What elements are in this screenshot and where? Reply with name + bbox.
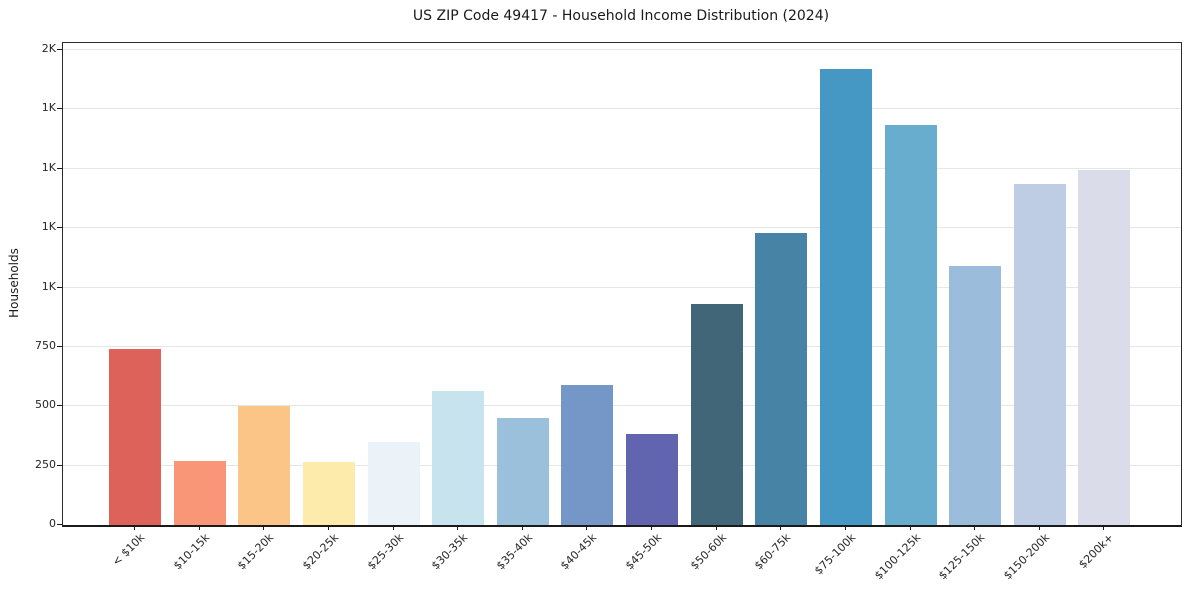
x-tick-mark bbox=[715, 525, 717, 530]
bar-$30-35k bbox=[432, 390, 485, 525]
y-tick-label: 500 bbox=[35, 398, 56, 412]
y-tick-mark bbox=[57, 227, 62, 229]
gridline bbox=[63, 286, 1181, 288]
x-tick-mark bbox=[198, 525, 200, 530]
y-tick-label: 2K bbox=[41, 42, 56, 56]
y-tick-mark bbox=[57, 405, 62, 407]
bar-$20-25k bbox=[302, 462, 355, 525]
x-tick-mark bbox=[392, 525, 394, 530]
plot-area bbox=[62, 42, 1182, 527]
gridline bbox=[63, 108, 1181, 110]
x-tick-mark bbox=[780, 525, 782, 530]
x-tick-mark bbox=[327, 525, 329, 530]
bar-$15-20k bbox=[238, 406, 291, 525]
gridline bbox=[63, 464, 1181, 466]
y-tick-mark bbox=[57, 286, 62, 288]
x-tick-mark bbox=[651, 525, 653, 530]
y-tick-label: 1K bbox=[41, 220, 56, 234]
x-tick-mark bbox=[521, 525, 523, 530]
bar-$40-45k bbox=[561, 384, 614, 525]
gridline bbox=[63, 167, 1181, 169]
y-tick-mark bbox=[57, 345, 62, 347]
bar-$60-75k bbox=[755, 232, 808, 525]
y-tick-mark bbox=[57, 524, 62, 525]
x-tick-label: < $10k bbox=[109, 531, 148, 569]
bar-$50-60k bbox=[690, 304, 743, 525]
y-tick-label: 1K bbox=[41, 101, 56, 115]
gridline bbox=[63, 227, 1181, 229]
x-tick-mark bbox=[586, 525, 588, 530]
y-tick-label: 750 bbox=[35, 338, 56, 352]
bar-$200k+ bbox=[1078, 170, 1131, 525]
bar-< $10k bbox=[109, 349, 161, 525]
y-tick-mark bbox=[57, 108, 62, 110]
chart-title: US ZIP Code 49417 - Household Income Dis… bbox=[412, 8, 830, 24]
gridline bbox=[63, 345, 1181, 347]
bar-$45-50k bbox=[626, 433, 679, 525]
y-tick-mark bbox=[57, 464, 62, 466]
x-tick-mark bbox=[974, 525, 976, 530]
x-tick-mark bbox=[457, 525, 459, 530]
x-tick-mark bbox=[909, 525, 911, 530]
bar-$10-15k bbox=[173, 460, 226, 525]
bar-$75-100k bbox=[819, 69, 872, 525]
y-tick-mark bbox=[57, 49, 62, 51]
bar-$25-30k bbox=[367, 441, 420, 525]
bar-$150-200k bbox=[1013, 184, 1066, 525]
bar-$100-125k bbox=[884, 124, 937, 525]
y-tick-label: 0 bbox=[49, 517, 56, 530]
x-tick-mark bbox=[1038, 525, 1040, 530]
x-tick-mark bbox=[844, 525, 846, 530]
gridline bbox=[63, 405, 1181, 407]
y-tick-mark bbox=[57, 167, 62, 169]
x-tick-mark bbox=[1103, 525, 1105, 530]
y-tick-label: 250 bbox=[35, 457, 56, 471]
x-tick-mark bbox=[263, 525, 265, 530]
y-tick-label: 1K bbox=[41, 279, 56, 293]
x-tick-mark bbox=[134, 525, 135, 530]
gridline bbox=[63, 49, 1181, 51]
bar-$125-150k bbox=[949, 266, 1002, 525]
bar-$35-40k bbox=[496, 418, 549, 525]
y-tick-label: 1K bbox=[41, 160, 56, 174]
